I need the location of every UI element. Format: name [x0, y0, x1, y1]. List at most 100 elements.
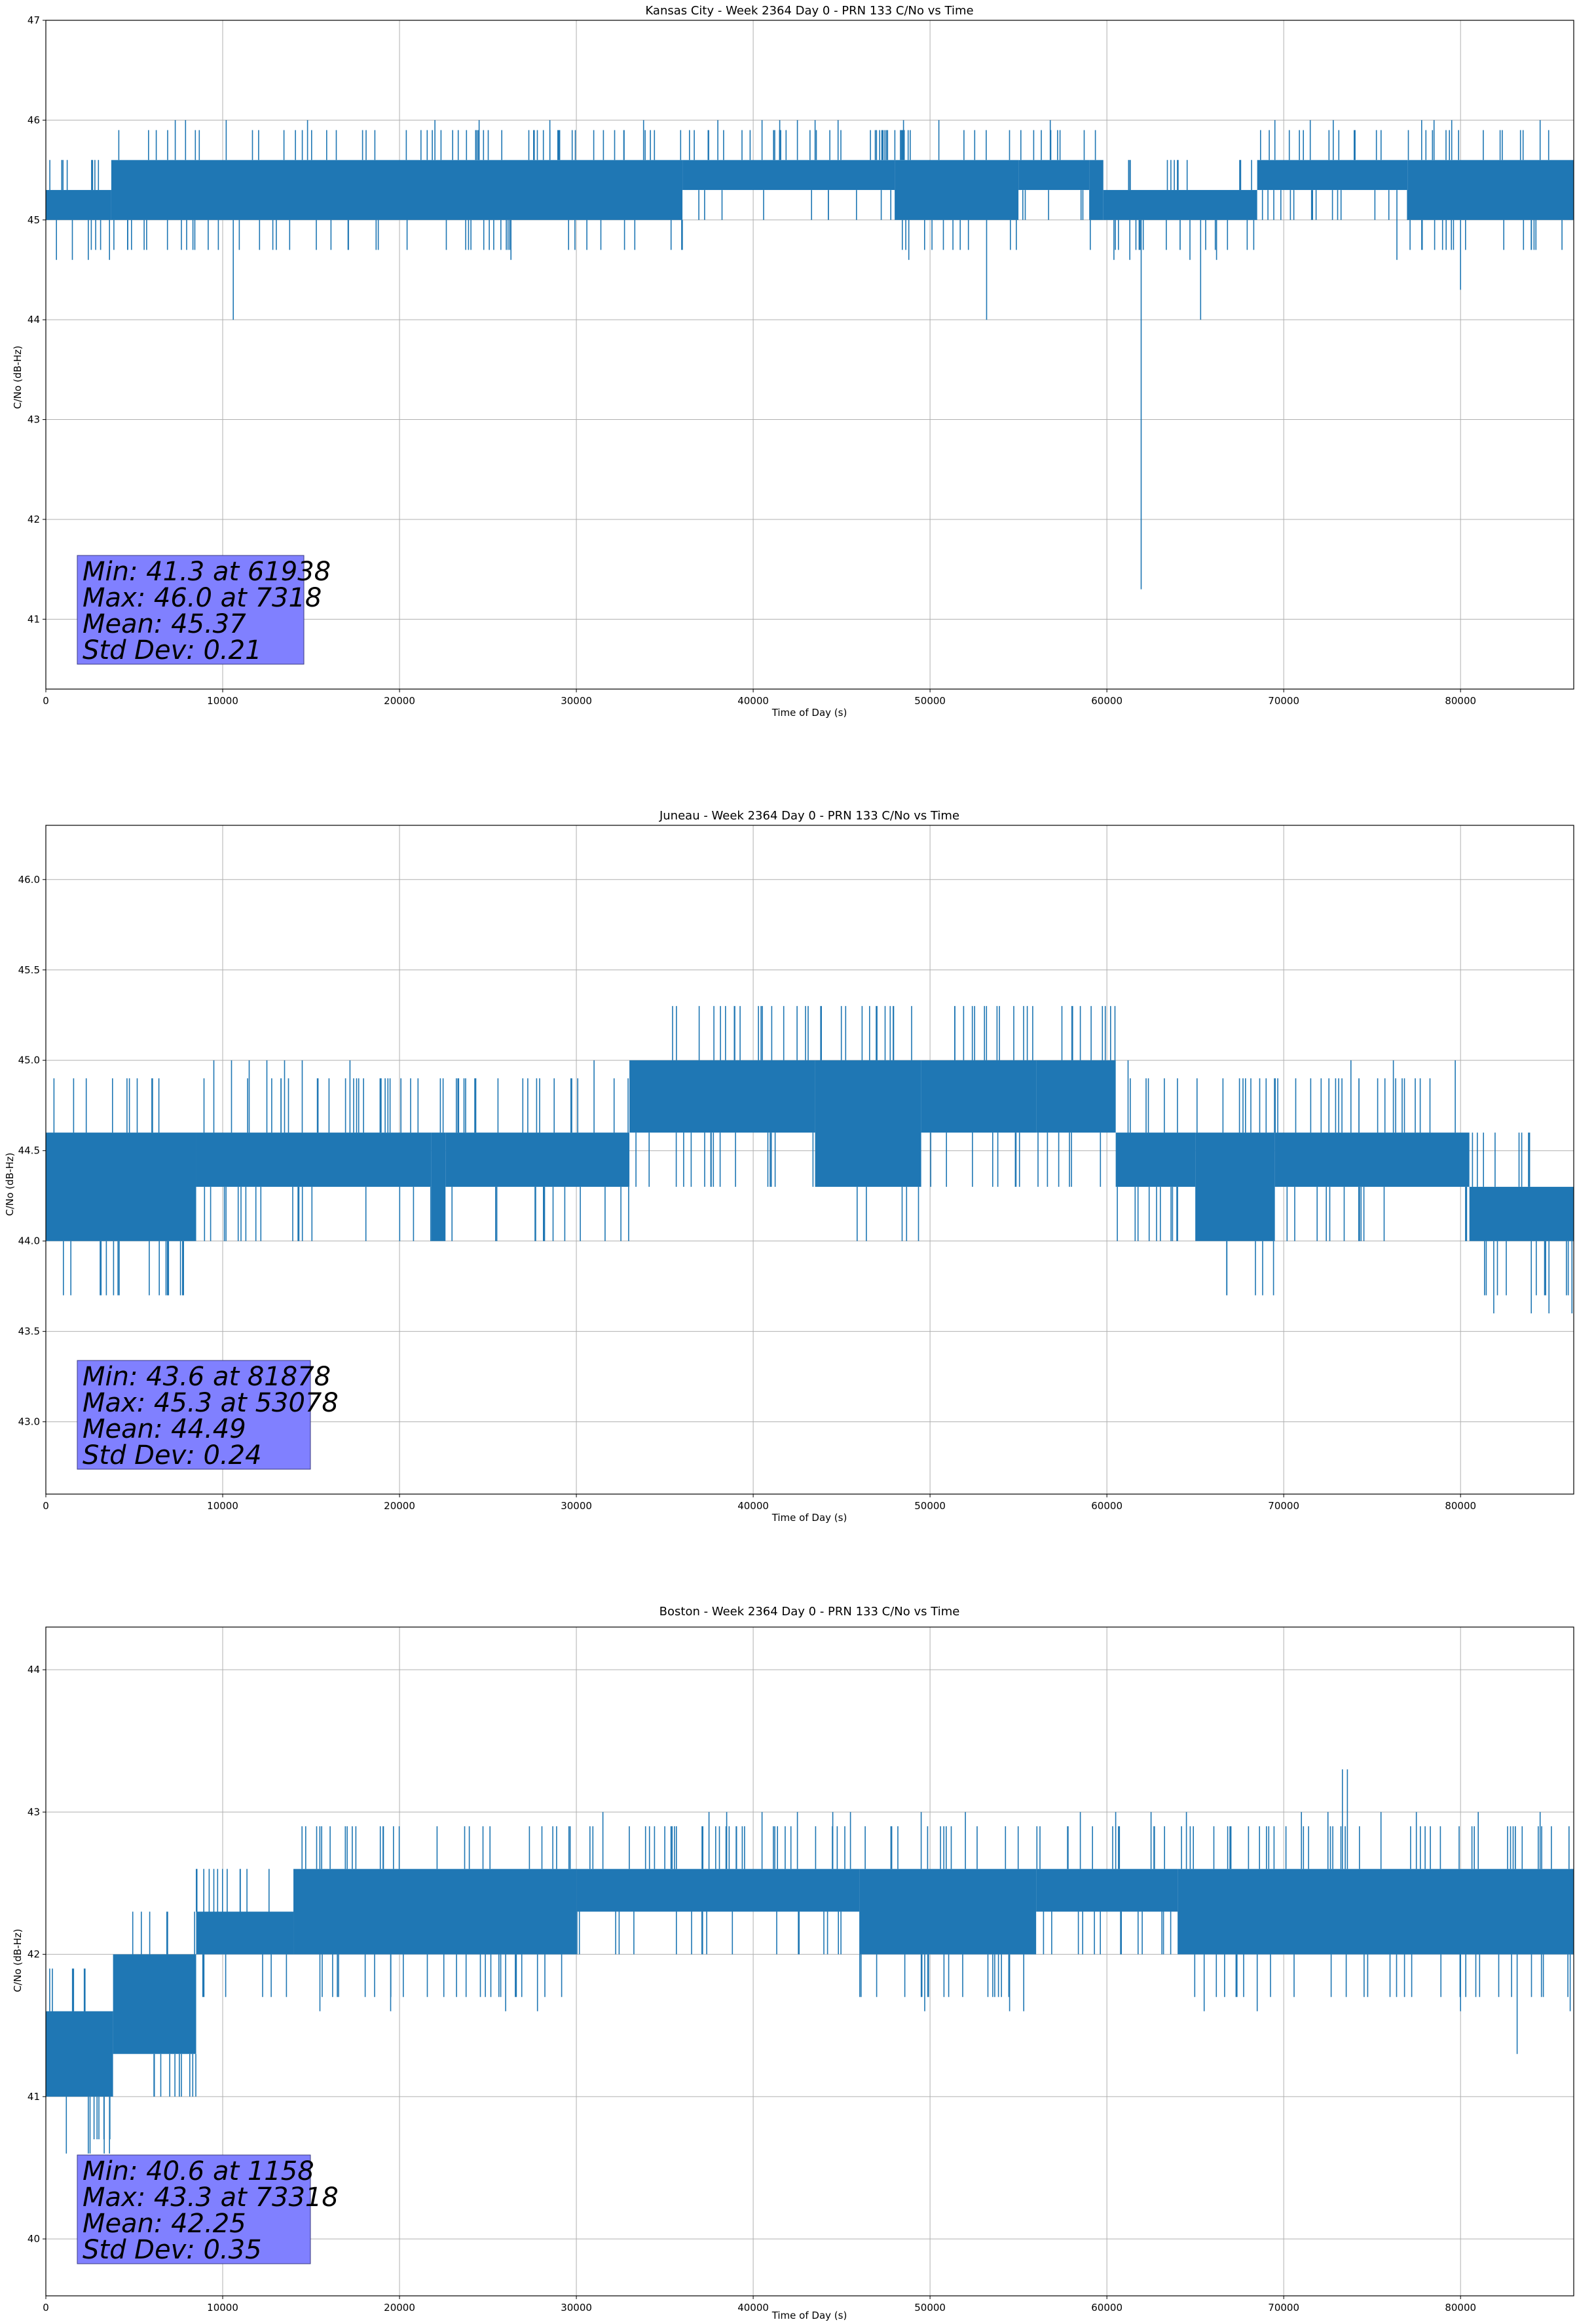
stats-min: Min: 41.3 at 61938 [83, 557, 331, 587]
data-band [1274, 1133, 1470, 1187]
y-tick-label: 44.0 [18, 1235, 40, 1247]
chart-svg: 0 10000 20000 30000 40000 50000 60000 70000 8000… [12, 4, 1574, 719]
x-axis-label: Time of Day (s) [771, 1512, 847, 1524]
data-band [113, 1954, 196, 2054]
y-tick-label: 43.5 [18, 1326, 40, 1338]
y-tick-label: 43 [28, 414, 40, 426]
y-tick-label: 42 [28, 1949, 40, 1960]
axes: 0 10000 20000 30000 40000 50000 60000 70000 8000… [28, 1626, 1574, 2314]
stats-box: Min: 40.6 at 1158 Max: 43.3 at 73318 Mea… [77, 2154, 339, 2265]
y-tick-label: 44.5 [18, 1145, 40, 1157]
stats-std-dev: Std Dev: 0.24 [83, 1440, 262, 1471]
y-tick-label: 47 [28, 14, 40, 26]
x-tick-label: 60000 [1091, 1500, 1122, 1512]
y-axis-label: C/No (dB-Hz) [4, 1153, 16, 1216]
data-band [895, 160, 1019, 220]
stats-std-dev: Std Dev: 0.21 [83, 635, 262, 665]
data-band [445, 1133, 630, 1187]
data-series [46, 120, 1574, 590]
data-band [1469, 1186, 1574, 1241]
chart-juneau: 0 10000 20000 30000 40000 50000 60000 70000 8000… [0, 732, 1577, 1538]
y-tick-label: 41 [28, 613, 40, 625]
data-band [46, 190, 111, 220]
data-band [1103, 190, 1257, 220]
y-tick-label: 43.0 [18, 1416, 40, 1428]
y-axis-label: C/No (dB-Hz) [12, 346, 24, 409]
y-tick-label: 40 [28, 2233, 40, 2245]
x-tick-label: 40000 [737, 2302, 769, 2314]
y-axis-label: C/No (dB-Hz) [12, 1929, 24, 1993]
data-band [196, 1911, 294, 1955]
x-tick-label: 40000 [737, 695, 769, 707]
data-band [815, 1060, 921, 1187]
data-band [46, 1133, 196, 1241]
stats-min: Min: 43.6 at 81878 [83, 1362, 331, 1392]
x-tick-label: 10000 [207, 695, 238, 707]
x-tick-label: 30000 [561, 2302, 592, 2314]
data-band [576, 1869, 860, 1912]
axes: 0 10000 20000 30000 40000 50000 60000 70000 8000… [18, 825, 1574, 1512]
y-tick-label: 45.0 [18, 1055, 40, 1066]
stats-mean: Mean: 45.37 [83, 609, 246, 639]
x-tick-label: 40000 [737, 1500, 769, 1512]
axes: 0 10000 20000 30000 40000 50000 60000 70000 8000… [28, 14, 1574, 707]
stats-std-dev: Std Dev: 0.35 [83, 2235, 262, 2265]
x-tick-label: 0 [43, 695, 49, 707]
stats-min: Min: 40.6 at 1158 [83, 2156, 314, 2186]
data-band [921, 1060, 1037, 1133]
data-band [431, 1133, 446, 1241]
x-tick-label: 50000 [914, 2302, 946, 2314]
stats-max: Max: 45.3 at 53078 [83, 1388, 339, 1418]
y-tick-label: 42 [28, 514, 40, 525]
chart-title: Boston - Week 2364 Day 0 - PRN 133 C/No … [659, 1605, 960, 1619]
stats-box: Min: 43.6 at 81878 Max: 45.3 at 53078 Me… [77, 1360, 339, 1471]
chart-kansas-city: 0 10000 20000 30000 40000 50000 60000 70000 8000… [0, 0, 1577, 732]
y-tick-label: 46 [28, 114, 40, 126]
data-line [53, 1005, 1573, 1314]
y-tick-label: 44 [28, 1664, 40, 1676]
y-tick-label: 41 [28, 2091, 40, 2103]
data-band [1257, 160, 1408, 191]
x-tick-label: 0 [43, 1500, 49, 1512]
plot-frame [45, 1626, 1574, 2296]
data-band [629, 1060, 815, 1133]
x-tick-label: 20000 [384, 695, 415, 707]
data-band [1195, 1133, 1275, 1241]
x-tick-label: 30000 [561, 1500, 592, 1512]
stats-max: Max: 46.0 at 7318 [83, 583, 322, 613]
x-tick-label: 0 [43, 2302, 49, 2314]
y-tick-label: 46.0 [18, 874, 40, 886]
stats-box-background [77, 555, 305, 665]
grid-lines [46, 20, 1574, 689]
data-series [46, 1005, 1574, 1314]
x-tick-label: 20000 [384, 1500, 415, 1512]
x-tick-label: 50000 [914, 1500, 946, 1512]
data-band [1178, 1869, 1574, 1955]
data-band [111, 160, 683, 220]
x-tick-label: 10000 [207, 1500, 238, 1512]
x-tick-label: 30000 [561, 695, 592, 707]
x-tick-label: 70000 [1268, 695, 1299, 707]
data-band [1115, 1133, 1196, 1187]
data-band [1036, 1869, 1178, 1912]
stats-box: Min: 41.3 at 61938 Max: 46.0 at 7318 Mea… [77, 555, 331, 665]
y-tick-label: 45.5 [18, 964, 40, 976]
plot-frame [45, 825, 1574, 1495]
data-band [682, 160, 895, 191]
stats-mean: Mean: 42.25 [83, 2209, 246, 2239]
data-band [1036, 1060, 1116, 1133]
data-band [1407, 160, 1574, 220]
x-axis-label: Time of Day (s) [771, 707, 847, 719]
chart-svg: 0 10000 20000 30000 40000 50000 60000 70000 8000… [12, 1605, 1574, 2321]
stats-box-background [77, 1360, 311, 1470]
x-tick-label: 10000 [207, 2302, 238, 2314]
data-band [46, 2011, 113, 2097]
data-band [1018, 160, 1090, 191]
stats-mean: Mean: 44.49 [83, 1414, 246, 1444]
x-tick-label: 80000 [1445, 2302, 1476, 2314]
chart-title: Juneau - Week 2364 Day 0 - PRN 133 C/No … [659, 809, 959, 823]
stats-box-background [77, 2154, 311, 2264]
y-tick-label: 45 [28, 214, 40, 226]
y-tick-label: 43 [28, 1806, 40, 1818]
data-band [196, 1133, 432, 1187]
